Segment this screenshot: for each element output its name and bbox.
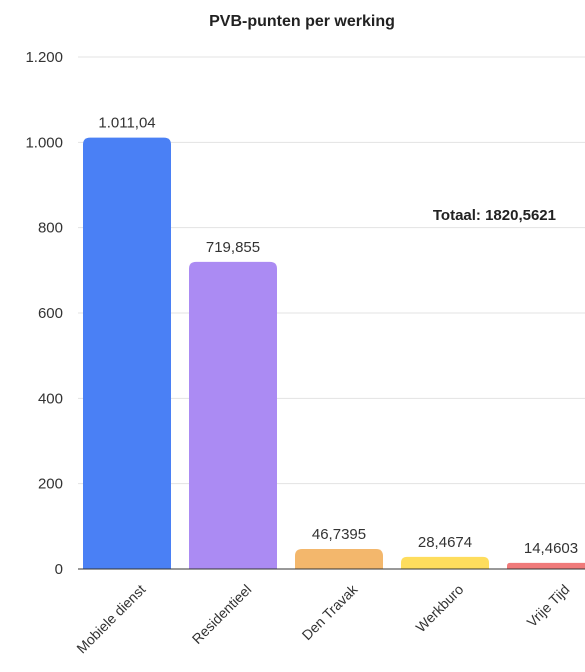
y-tick-label: 0	[55, 561, 63, 578]
x-axis: Mobiele dienst Residentieel Den Travak Werk…	[73, 580, 572, 656]
data-labels: 1.011,04 719,855 46,7395 28,4674 14,4603	[98, 115, 578, 557]
bar	[83, 137, 171, 570]
data-label: 1.011,04	[98, 115, 155, 132]
y-tick-label: 400	[38, 390, 63, 407]
data-label: 14,4603	[524, 540, 578, 557]
chart-title: PVB-punten per werking	[209, 13, 395, 30]
bar	[295, 549, 383, 569]
y-tick-label: 800	[38, 220, 63, 237]
total-annotation: Totaal: 1820,5621	[433, 207, 556, 224]
bar	[189, 261, 277, 569]
y-tick-label: 1.200	[25, 49, 63, 66]
category-label: Werkburo	[412, 581, 466, 635]
data-label: 46,7395	[312, 526, 366, 543]
bars	[83, 137, 585, 570]
y-tick-label: 200	[38, 476, 63, 493]
category-label: Den Travak	[299, 580, 362, 643]
category-label: Mobiele dienst	[73, 581, 148, 656]
y-tick-label: 1.000	[25, 134, 63, 151]
bar	[507, 562, 585, 569]
category-label: Vrije Tijd	[524, 581, 573, 630]
y-tick-label: 600	[38, 305, 63, 322]
y-axis: 0 200 400 600 800 1.000 1.200	[25, 49, 63, 578]
bar	[401, 556, 489, 569]
category-label: Residentieel	[189, 581, 255, 647]
data-label: 719,855	[206, 239, 260, 256]
data-label: 28,4674	[418, 534, 472, 551]
